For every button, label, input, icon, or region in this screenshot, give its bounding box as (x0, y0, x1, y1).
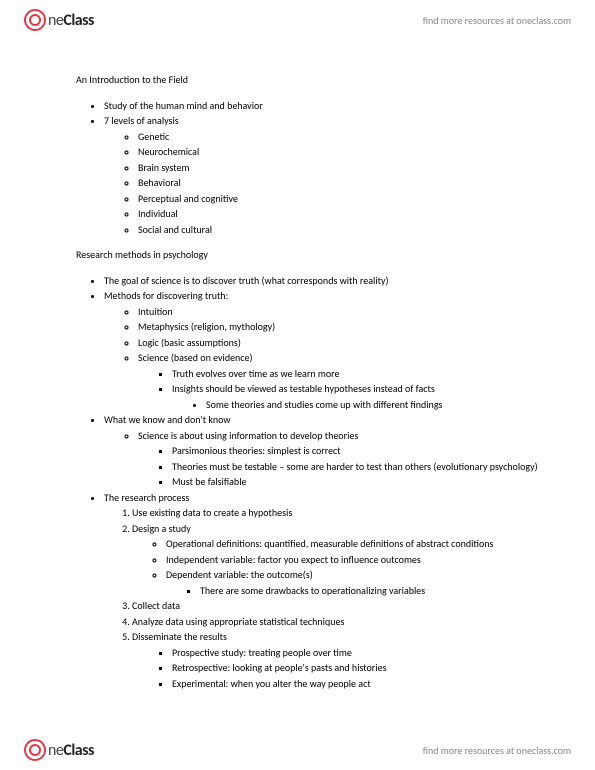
brand-name: neClass (48, 11, 94, 30)
theory-sublist: Parsimonious theories: simplest is corre… (138, 443, 555, 490)
brand-logo-link[interactable]: neClass (24, 9, 94, 31)
brand-logo-link-footer[interactable]: neClass (24, 739, 94, 761)
list-item-label: Science is about using information to de… (138, 429, 358, 442)
brand-icon (24, 9, 46, 31)
list-item: Brain system (138, 160, 555, 176)
list-item: The goal of science is to discover truth… (104, 273, 555, 289)
list-item: There are some drawbacks to operationali… (200, 583, 555, 599)
list-item: Operational definitions: quantified, mea… (166, 536, 555, 552)
study-types-list: Prospective study: treating people over … (104, 645, 555, 692)
list-item-label: Insights should be viewed as testable hy… (172, 382, 435, 395)
list-item: Behavioral (138, 175, 555, 191)
list-item: Individual (138, 206, 555, 222)
list-item: Methods for discovering truth: Intuition… (104, 288, 555, 412)
research-heading: Research methods in psychology (76, 247, 555, 263)
list-item: The research process Use existing data t… (104, 490, 555, 692)
list-item: Analyze data using appropriate statistic… (132, 614, 555, 630)
dependent-sublist: There are some drawbacks to operationali… (166, 583, 555, 599)
list-item: Must be falsifiable (172, 474, 555, 490)
design-sublist: Operational definitions: quantified, mea… (132, 536, 555, 598)
list-item: Independent variable: factor you expect … (166, 552, 555, 568)
list-item: Theories must be testable – some are har… (172, 459, 555, 475)
list-item: 7 levels of analysis Genetic Neurochemic… (104, 113, 555, 237)
spacer: Prospective study: treating people over … (138, 645, 555, 692)
document-body: An Introduction to the Field Study of th… (76, 72, 555, 691)
list-item-label: Methods for discovering truth: (104, 289, 228, 302)
brand-name-part2: Class (63, 11, 94, 30)
know-sublist: Science is about using information to de… (104, 428, 555, 490)
list-item: Insights should be viewed as testable hy… (172, 381, 555, 412)
list-item: What we know and don't know Science is a… (104, 412, 555, 490)
list-item: Logic (basic assumptions) (138, 335, 555, 351)
list-item: Dependent variable: the outcome(s) There… (166, 567, 555, 598)
list-item: Truth evolves over time as we learn more (172, 366, 555, 382)
list-item: Use existing data to create a hypothesis (132, 505, 555, 521)
list-item-label: The research process (104, 491, 189, 504)
list-item-label: Science (based on evidence) (138, 351, 253, 364)
page-title: An Introduction to the Field (76, 72, 555, 88)
list-item: Study of the human mind and behavior (104, 98, 555, 114)
list-item: Genetic (138, 129, 555, 145)
list-item-label: What we know and don't know (104, 413, 231, 426)
science-sublist: Truth evolves over time as we learn more… (138, 366, 555, 413)
tagline-link[interactable]: find more resources at oneclass.com (423, 14, 571, 27)
brand-name-part2: Class (63, 741, 94, 760)
list-item: Metaphysics (religion, mythology) (138, 319, 555, 335)
list-item: Some theories and studies come up with d… (206, 397, 555, 413)
list-item: Parsimonious theories: simplest is corre… (172, 443, 555, 459)
methods-list: Intuition Metaphysics (religion, mytholo… (104, 304, 555, 413)
list-item-label: Design a study (132, 522, 191, 535)
list-item: Design a study Operational definitions: … (132, 521, 555, 599)
list-item: Intuition (138, 304, 555, 320)
brand-name-part1: ne (48, 11, 63, 30)
list-item: Experimental: when you alter the way peo… (172, 676, 555, 692)
list-item-label: 7 levels of analysis (104, 114, 179, 127)
list-item: Neurochemical (138, 144, 555, 160)
brand-name: neClass (48, 741, 94, 760)
list-item: Social and cultural (138, 222, 555, 238)
process-steps: Use existing data to create a hypothesis… (104, 505, 555, 645)
page-header: neClass find more resources at oneclass.… (0, 0, 595, 40)
insights-sublist: Some theories and studies come up with d… (172, 397, 555, 413)
intro-list: Study of the human mind and behavior 7 l… (76, 98, 555, 238)
brand-icon (24, 739, 46, 761)
list-item: Collect data (132, 598, 555, 614)
list-item: Perceptual and cognitive (138, 191, 555, 207)
list-item: Science (based on evidence) Truth evolve… (138, 350, 555, 412)
list-item: Prospective study: treating people over … (172, 645, 555, 661)
tagline-link-footer[interactable]: find more resources at oneclass.com (423, 744, 571, 757)
list-item: Retrospective: looking at people's pasts… (172, 660, 555, 676)
research-list: The goal of science is to discover truth… (76, 273, 555, 692)
levels-list: Genetic Neurochemical Brain system Behav… (104, 129, 555, 238)
list-item: Disseminate the results (132, 629, 555, 645)
list-item: Science is about using information to de… (138, 428, 555, 490)
page-footer: neClass find more resources at oneclass.… (0, 730, 595, 770)
brand-name-part1: ne (48, 741, 63, 760)
list-item-label: Dependent variable: the outcome(s) (166, 568, 313, 581)
